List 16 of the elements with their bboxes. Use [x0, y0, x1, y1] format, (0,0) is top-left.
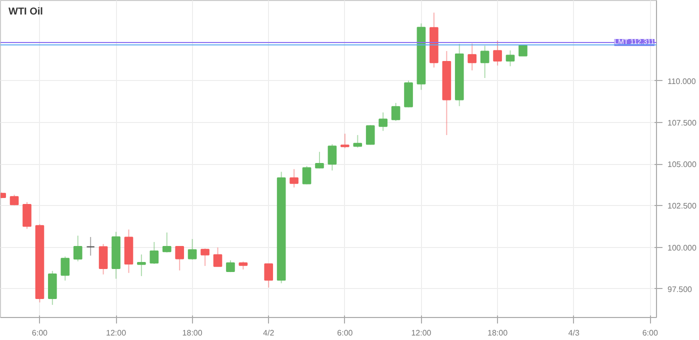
y-tick-label: 107.500 — [668, 118, 697, 128]
y-tick-label: 105.000 — [668, 160, 697, 170]
x-tick-label: 6:00 — [32, 328, 48, 338]
x-tick-label: 6:00 — [337, 328, 354, 338]
x-tick-label: 18:00 — [182, 328, 203, 338]
text: WTI Oil — [8, 6, 44, 18]
x-tick-label: 12:00 — [106, 328, 127, 338]
x-tick-label: 18:00 — [488, 328, 508, 338]
y-tick-label: 102.500 — [668, 202, 697, 211]
y-tick-label: 100.000 — [668, 243, 697, 252]
x-tick-label: 6:00 — [642, 328, 658, 338]
y-tick-label: 110.000 — [668, 76, 696, 86]
x-tick-label: 4/3 — [568, 328, 580, 338]
x-tick-label: 12:00 — [411, 328, 432, 338]
y-tick-label: 97.500 — [668, 284, 693, 294]
x-tick-label: 4/2 — [263, 328, 275, 338]
